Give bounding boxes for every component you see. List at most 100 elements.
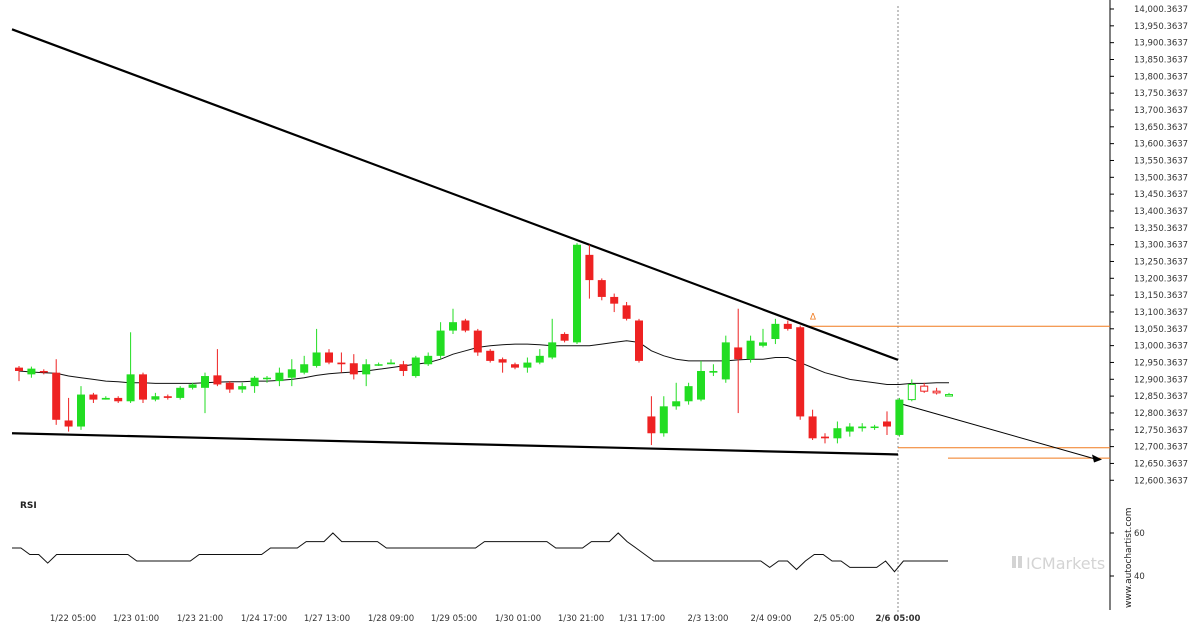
candle	[523, 357, 532, 373]
candle-body	[436, 330, 445, 356]
candles	[15, 243, 953, 446]
price-tick-label: 13,150.3637	[1134, 291, 1188, 301]
candle	[275, 367, 284, 387]
candle	[114, 396, 123, 403]
candle	[424, 352, 433, 366]
candle-body	[486, 350, 495, 361]
candle	[151, 392, 160, 402]
candle	[486, 349, 495, 363]
candle-body	[176, 387, 185, 398]
candle-body	[27, 368, 36, 375]
candle	[647, 396, 656, 446]
candle-body	[473, 330, 482, 353]
time-tick-label: 1/24 17:00	[241, 614, 287, 624]
candle-body	[287, 369, 296, 378]
candle	[697, 360, 705, 402]
candle	[250, 376, 259, 393]
candle-body	[511, 364, 519, 368]
candle-body	[15, 367, 23, 371]
candle-body	[573, 244, 581, 343]
alert-marker-icon: Δ	[810, 312, 817, 322]
candle	[684, 382, 693, 405]
candle-body	[424, 355, 433, 365]
candle-body	[734, 347, 743, 360]
candle-body	[746, 340, 755, 360]
candle-body	[870, 426, 879, 429]
candle	[746, 335, 755, 363]
candle-body	[833, 428, 842, 439]
candle	[176, 386, 185, 400]
candle	[374, 362, 383, 366]
candle	[808, 409, 817, 440]
price-tick-label: 13,450.3637	[1134, 190, 1188, 200]
price-tick-label: 13,950.3637	[1134, 22, 1188, 32]
rsi-line	[12, 532, 948, 573]
candle	[907, 379, 916, 402]
time-tick-label: 2/3 13:00	[688, 614, 729, 624]
candle	[300, 355, 309, 375]
candle	[883, 411, 891, 435]
candle-body	[932, 390, 941, 394]
candle	[399, 360, 408, 377]
candle-body	[374, 364, 383, 366]
trendlines: Δ	[11, 28, 1102, 463]
logo-text: ICMarkets	[1026, 554, 1105, 573]
candle-body	[659, 406, 668, 434]
candle	[734, 308, 743, 414]
candle-body	[300, 364, 309, 373]
candle	[659, 396, 668, 437]
candle-body	[895, 399, 904, 435]
candle-body	[461, 320, 470, 331]
candle	[721, 335, 730, 383]
price-tick-label: 12,900.3637	[1134, 375, 1188, 385]
candle	[672, 382, 681, 410]
candle	[709, 364, 718, 377]
candle-body	[238, 386, 247, 390]
horizontal-levels	[806, 325, 1110, 459]
candle-body	[139, 374, 147, 400]
price-tick-label: 13,200.3637	[1134, 274, 1188, 284]
candle	[833, 421, 842, 444]
resistance-trendline	[11, 28, 899, 361]
candle	[77, 386, 85, 430]
candle-body	[610, 296, 619, 304]
price-tick-label: 13,700.3637	[1134, 106, 1188, 116]
candle	[126, 332, 135, 403]
candle-body	[250, 377, 259, 387]
candle-body	[163, 396, 172, 398]
candle-body	[672, 401, 681, 407]
candle-body	[548, 342, 557, 358]
projection-arrow-icon	[1092, 454, 1102, 463]
candle-body	[151, 396, 160, 400]
candle-body	[362, 364, 371, 375]
candle	[337, 352, 346, 373]
candle	[387, 359, 395, 365]
price-tick-label: 13,350.3637	[1134, 224, 1188, 234]
candle-body	[52, 372, 61, 420]
candle-body	[920, 385, 929, 392]
candle	[139, 372, 147, 403]
candle	[759, 328, 767, 348]
price-tick-label: 13,250.3637	[1134, 257, 1188, 267]
candle	[15, 365, 23, 382]
candle-body	[821, 436, 829, 439]
candle	[411, 355, 420, 378]
moving-average-line	[18, 340, 949, 385]
candle-body	[77, 394, 85, 427]
candle	[52, 359, 61, 425]
candle	[27, 366, 36, 378]
candle-body	[585, 254, 594, 281]
candle-body	[907, 383, 916, 401]
candle	[548, 318, 557, 360]
candle	[610, 293, 619, 313]
candle-body	[126, 374, 135, 402]
candle-body	[771, 323, 780, 340]
time-tick-label: 2/4 09:00	[751, 614, 792, 624]
candle	[845, 423, 854, 437]
candle-body	[622, 305, 631, 319]
candle	[461, 318, 470, 333]
candle	[796, 325, 805, 420]
candle	[287, 359, 296, 387]
candle-body	[275, 372, 284, 382]
rsi-tick-label: 60	[1134, 529, 1145, 539]
